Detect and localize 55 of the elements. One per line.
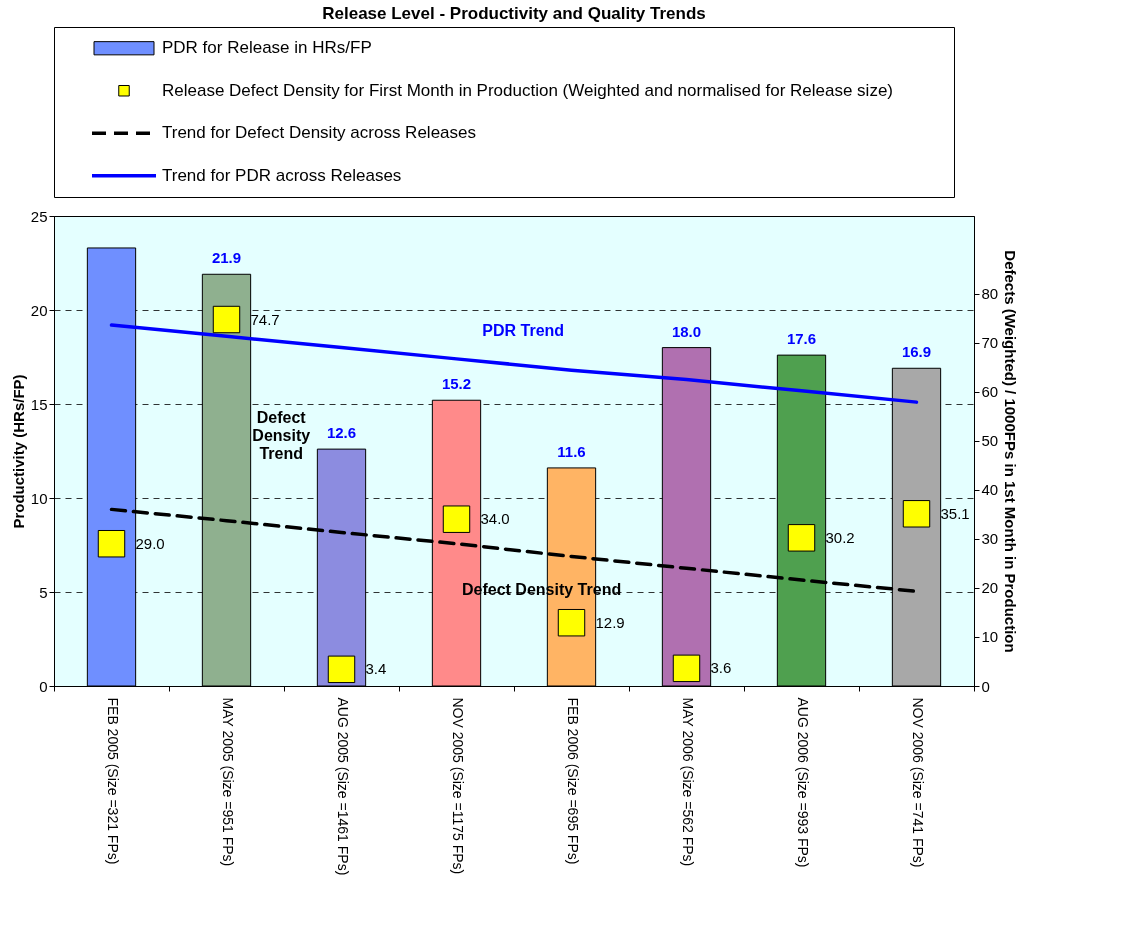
x-tick-label: NOV 2005 (Size =1175 FPs) [450, 697, 466, 875]
point [557, 608, 586, 637]
data-label: 18.0 [671, 322, 702, 340]
legend-label: Trend for PDR across Releases [162, 165, 402, 185]
data-label: 3.6 [710, 659, 732, 677]
data-label: 34.0 [480, 510, 510, 528]
point [327, 655, 356, 684]
y-axis-title: Productivity (HRs/FP) [9, 374, 27, 529]
x-tick-label: MAY 2006 (Size =562 FPs) [680, 697, 696, 867]
data-label: 3.4 [365, 660, 387, 678]
data-label: 12.9 [595, 613, 625, 631]
point [442, 505, 471, 533]
data-label: 16.9 [901, 343, 932, 361]
x-tick-label: FEB 2006 (Size =695 FPs) [565, 697, 581, 865]
y-tick-label: 10 [30, 489, 48, 507]
point [97, 530, 126, 558]
y2-tick-label: 60 [981, 383, 999, 401]
data-label: 17.6 [786, 330, 817, 348]
y-tick-label: 0 [39, 677, 48, 695]
y2-tick-label: 80 [981, 285, 999, 303]
point [212, 305, 241, 334]
data-label: 21.9 [211, 249, 242, 267]
annotation: PDR Trend [482, 322, 565, 340]
y2-tick-label: 40 [981, 481, 999, 499]
data-label: 30.2 [825, 528, 855, 546]
y-tick-label: 25 [30, 207, 48, 225]
y2-tick-label: 10 [981, 628, 999, 646]
data-label: 12.6 [326, 424, 357, 442]
x-tick-label: FEB 2005 (Size =321 FPs) [105, 697, 121, 865]
data-label: 11.6 [557, 442, 586, 460]
y-tick-label: 5 [39, 583, 48, 601]
x-tick-label: AUG 2006 (Size =993 FPs) [795, 697, 811, 868]
point [787, 524, 816, 552]
y2-axis-title: Defects (Weighted) / 1000FPs in 1st Month in Production [1002, 250, 1020, 653]
point [672, 654, 701, 683]
legend-label: PDR for Release in HRs/FP [162, 38, 372, 58]
y-tick-label: 15 [30, 395, 48, 413]
data-label: 74.7 [250, 310, 280, 328]
legend-label: Trend for Defect Density across Releases [162, 123, 476, 143]
x-tick-label: MAY 2005 (Size =951 FPs) [220, 697, 236, 867]
y2-tick-label: 0 [981, 677, 990, 695]
y2-tick-label: 50 [981, 432, 999, 450]
legend-label: Release Defect Density for First Month in Production (Weighted and normalised for Release size) [162, 80, 894, 100]
data-label: 35.1 [940, 504, 970, 522]
x-tick-label: NOV 2006 (Size =741 FPs) [910, 697, 926, 868]
x-tick-label: AUG 2005 (Size =1461 FPs) [335, 697, 351, 876]
data-label: 29.0 [135, 534, 165, 552]
point [902, 500, 931, 528]
y2-tick-label: 30 [981, 530, 999, 548]
y2-tick-label: 20 [981, 579, 999, 597]
data-label: 15.2 [441, 375, 472, 393]
chart-title: Release Level - Productivity and Quality Trends [322, 3, 706, 23]
y2-tick-label: 70 [981, 334, 999, 352]
annotation: Defect Density Trend [252, 409, 311, 463]
y-tick-label: 20 [30, 301, 48, 319]
